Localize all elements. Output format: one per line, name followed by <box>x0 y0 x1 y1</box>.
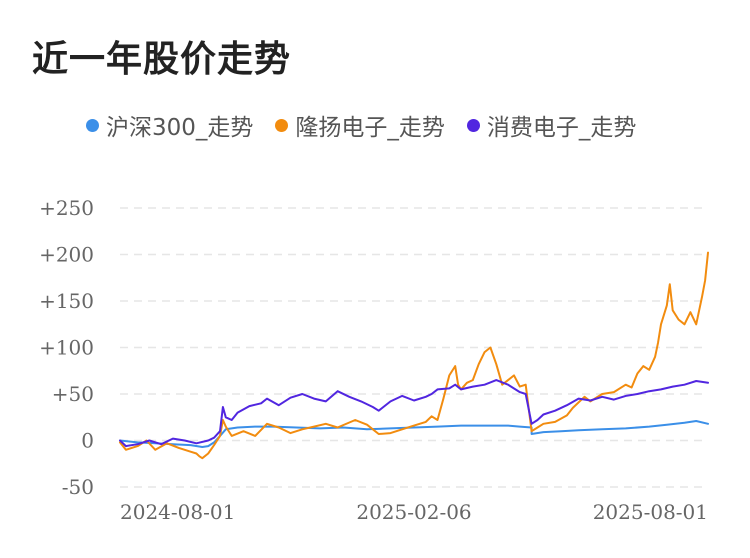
x-tick-label: 2025-08-01 <box>593 500 708 524</box>
x-tick-label: 2025-02-06 <box>356 500 471 524</box>
series-line-0 <box>119 420 709 448</box>
y-tick-label: +100 <box>39 336 94 360</box>
y-tick-label: 0 <box>81 429 94 453</box>
chart-title: 近一年股价走势 <box>32 39 292 80</box>
legend-label-consumer-electronics: 消费电子_走势 <box>486 115 637 141</box>
legend-label-longyang: 隆扬电子_走势 <box>295 115 445 141</box>
legend-dot-consumer-electronics <box>466 118 480 132</box>
series-line-2 <box>119 379 709 448</box>
legend-label-hs300: 沪深300_走势 <box>106 115 254 141</box>
x-tick-label: 2024-08-01 <box>120 500 235 524</box>
y-tick-label: +50 <box>52 382 94 406</box>
y-tick-label: +200 <box>39 243 94 267</box>
y-tick-label: -50 <box>62 475 94 499</box>
legend-item-hs300[interactable]: 沪深300_走势 <box>86 108 253 142</box>
legend: 沪深300_走势 隆扬电子_走势 消费电子_走势 <box>86 108 658 142</box>
legend-dot-hs300 <box>86 118 99 132</box>
legend-item-longyang[interactable]: 隆扬电子_走势 <box>275 108 445 142</box>
y-tick-label: +250 <box>39 196 94 220</box>
legend-item-consumer-electronics[interactable]: 消费电子_走势 <box>466 108 637 142</box>
y-tick-label: +150 <box>39 289 94 313</box>
legend-dot-longyang <box>275 118 289 132</box>
